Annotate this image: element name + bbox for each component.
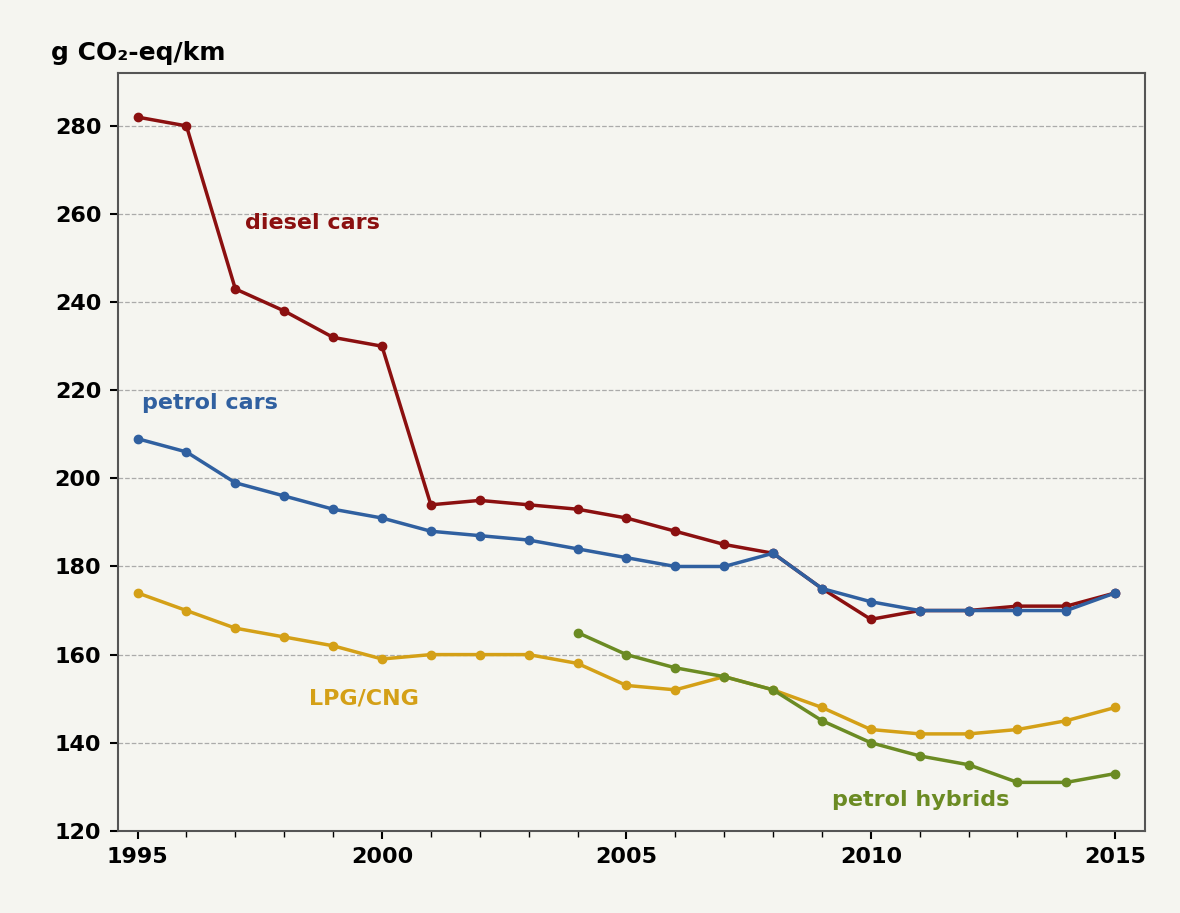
Text: g CO₂-eq/km: g CO₂-eq/km — [51, 41, 225, 66]
Text: petrol hybrids: petrol hybrids — [832, 790, 1009, 810]
Text: LPG/CNG: LPG/CNG — [309, 688, 419, 708]
Text: petrol cars: petrol cars — [143, 394, 278, 414]
Text: diesel cars: diesel cars — [245, 213, 380, 233]
